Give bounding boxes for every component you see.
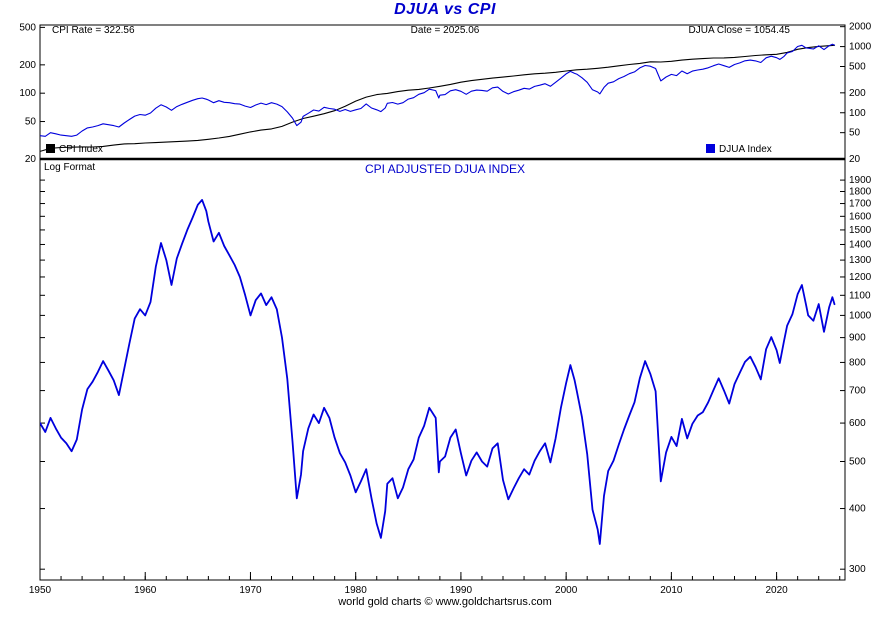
- x-tick-label: 2000: [555, 585, 578, 596]
- y-tick-label-right: 1600: [849, 211, 872, 222]
- y-tick-label-right: 500: [849, 62, 866, 73]
- y-tick-label-right: 700: [849, 386, 866, 397]
- y-tick-label-right: 600: [849, 418, 866, 429]
- y-tick-label-right: 20: [849, 154, 861, 165]
- y-tick-label-right: 900: [849, 333, 866, 344]
- djua-legend-label: DJUA Index: [719, 144, 772, 155]
- annotation-cpi-rate: CPI Rate = 322.56: [52, 25, 135, 36]
- x-tick-label: 2020: [765, 585, 788, 596]
- series-cpi-index: [40, 44, 836, 152]
- y-tick-label-right: 300: [849, 564, 866, 575]
- x-tick-label: 1970: [239, 585, 262, 596]
- y-tick-label-right: 1100: [849, 290, 871, 301]
- series-cpi-adjusted-djua-index: [40, 198, 836, 545]
- chart-title: DJUA vs CPI: [394, 1, 496, 18]
- y-tick-label-right: 400: [849, 504, 866, 515]
- y-tick-label-left: 200: [19, 60, 36, 71]
- y-tick-label-left: 100: [19, 88, 36, 99]
- y-tick-label-right: 1700: [849, 199, 872, 210]
- y-tick-label-right: 1800: [849, 186, 872, 197]
- y-tick-label-right: 50: [849, 128, 861, 139]
- footer-credit: world gold charts © www.goldchartsrus.co…: [338, 596, 552, 608]
- x-tick-label: 1950: [29, 585, 52, 596]
- panel-frame-1: [39, 158, 846, 581]
- bottom-panel-title: CPI ADJUSTED DJUA INDEX: [364, 162, 526, 176]
- y-tick-label-right: 1900: [849, 175, 872, 186]
- y-tick-label-right: 1400: [849, 239, 872, 250]
- djua-legend-swatch-icon: [706, 144, 715, 153]
- y-tick-label-left: 50: [25, 117, 37, 128]
- y-tick-label-right: 1300: [849, 255, 872, 266]
- legend-djua-index: DJUA Index: [706, 144, 772, 155]
- y-tick-label-right: 1000: [849, 310, 872, 321]
- y-tick-label-right: 1200: [849, 272, 872, 283]
- x-tick-label: 1960: [134, 585, 157, 596]
- y-tick-label-right: 2000: [849, 22, 872, 33]
- annotation-date: Date = 2025.06: [410, 25, 480, 36]
- cpi-legend-swatch-icon: [46, 144, 55, 153]
- y-tick-label-right: 1000: [849, 42, 872, 53]
- y-tick-label-right: 800: [849, 357, 866, 368]
- y-tick-label-right: 200: [849, 88, 866, 99]
- y-tick-label-left: 500: [19, 22, 36, 33]
- y-tick-label-left: 20: [25, 154, 37, 165]
- series-djua-index: [40, 43, 836, 137]
- x-tick-label: 2010: [660, 585, 683, 596]
- y-tick-label-right: 1500: [849, 225, 872, 236]
- panel-frame-0: [39, 24, 846, 160]
- y-tick-label-right: 500: [849, 457, 866, 468]
- x-tick-label: 1990: [450, 585, 473, 596]
- cpi-legend-label: CPI Index: [59, 144, 103, 155]
- y-tick-label-right: 100: [849, 108, 866, 119]
- x-tick-label: 1980: [345, 585, 368, 596]
- annotation-djua-close: DJUA Close = 1054.45: [688, 25, 790, 36]
- legend-cpi-index: CPI Index: [46, 144, 103, 155]
- log-format-label: Log Format: [44, 162, 96, 173]
